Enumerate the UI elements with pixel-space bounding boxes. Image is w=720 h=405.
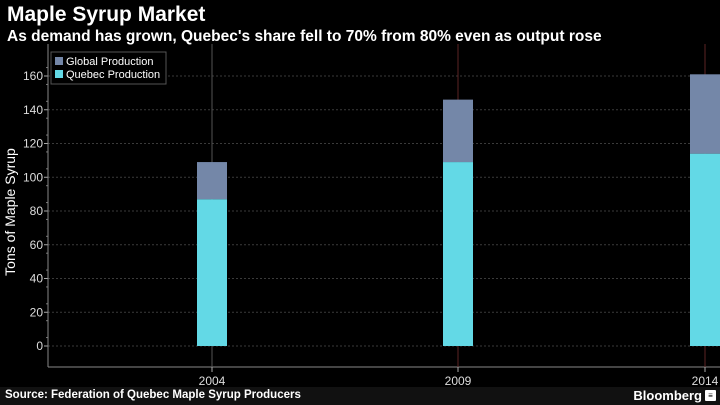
legend-label: Quebec Production [66, 69, 160, 81]
legend-box [50, 51, 167, 85]
y-tick-label: 140 [23, 103, 43, 117]
bar-quebec-2014 [690, 153, 720, 346]
y-tick-label: 160 [23, 69, 43, 83]
bar-global-2004 [197, 162, 227, 200]
bar-global-2009 [443, 99, 473, 163]
source-note: Source: Federation of Quebec Maple Syrup… [5, 389, 301, 401]
y-tick-label: 100 [23, 170, 43, 184]
legend-swatch-global [55, 57, 63, 65]
chart-title: Maple Syrup Market [7, 3, 206, 26]
y-tick-label: 80 [30, 204, 44, 218]
brand-name: Bloomberg [633, 388, 702, 403]
stacked-bar-chart: 0 20 40 60 80 100 120 140 160 2004 2009 2014 Tons of… [2, 44, 720, 387]
x-tick-label: 2004 [199, 374, 226, 387]
y-tick-label: 60 [30, 238, 44, 252]
y-axis-title: Tons of Maple Syrup [2, 148, 18, 276]
bar-quebec-2004 [197, 199, 227, 346]
footer-bar: Source: Federation of Quebec Maple Syrup… [0, 387, 720, 405]
bar-quebec-2009 [443, 162, 473, 346]
terminal-icon: ≡ [705, 390, 716, 401]
chart-subtitle: As demand has grown, Quebec's share fell… [7, 28, 602, 45]
x-tick-label: 2014 [692, 374, 719, 387]
y-tick-label: 20 [30, 305, 44, 319]
y-tick-label: 0 [36, 339, 43, 353]
legend-swatch-quebec [55, 70, 63, 78]
legend-label: Global Production [66, 56, 153, 68]
brand: Bloomberg ≡ [633, 388, 716, 403]
y-tick-label: 120 [23, 137, 43, 151]
bar-global-2014 [690, 74, 720, 154]
y-tick-label: 40 [30, 272, 44, 286]
x-tick-label: 2009 [445, 374, 472, 387]
